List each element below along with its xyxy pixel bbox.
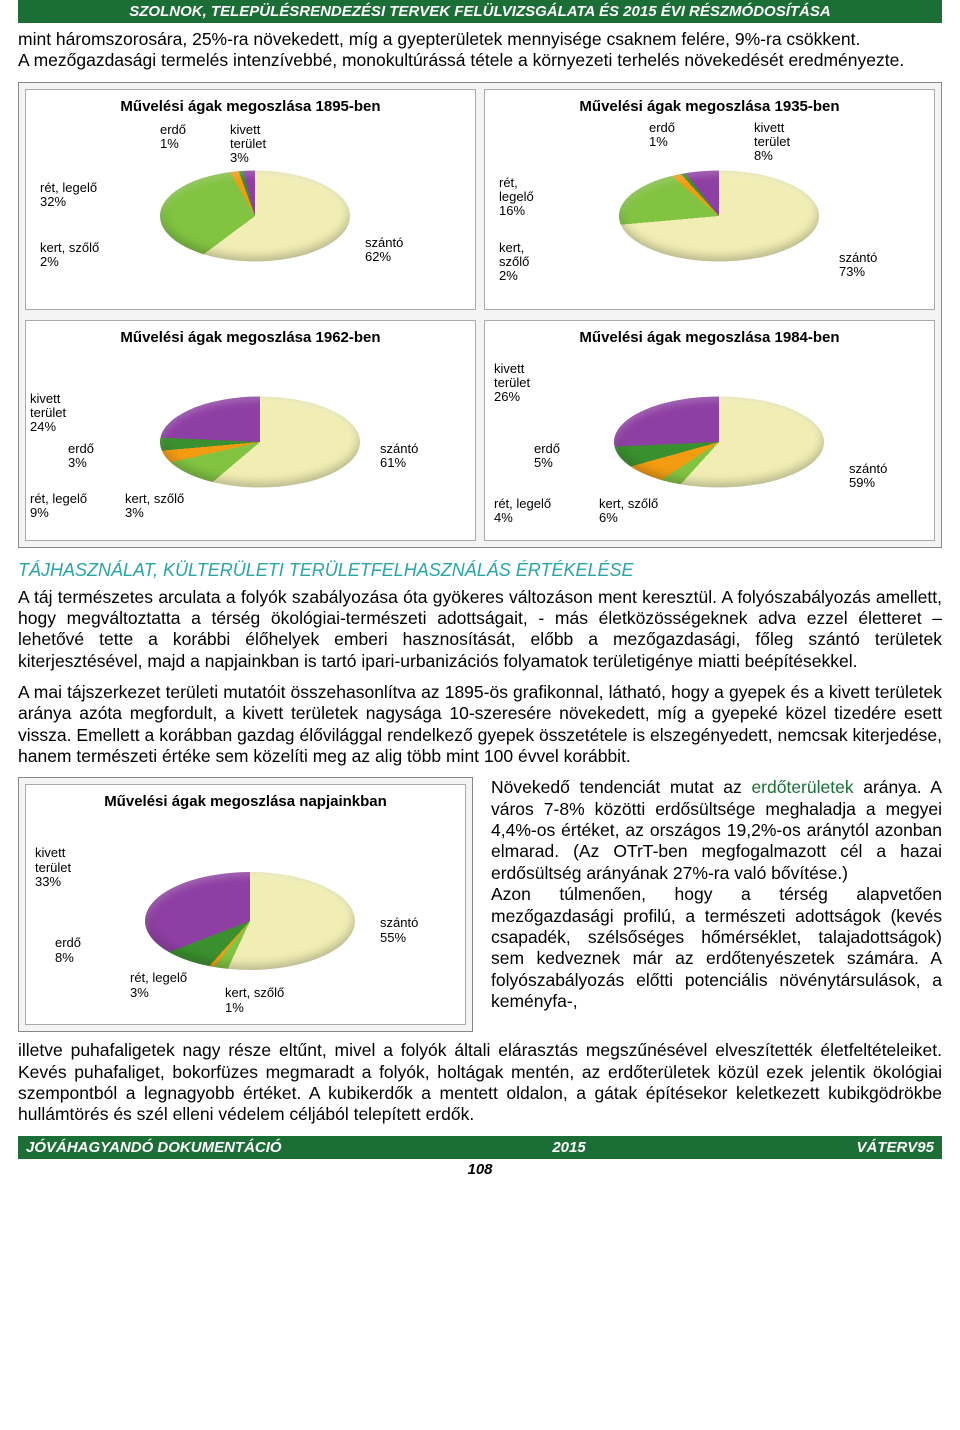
label-kert: kert, szőlő2% bbox=[40, 241, 99, 270]
intro-line-2: A mezőgazdasági termelés intenzívebbé, m… bbox=[18, 50, 904, 70]
label-kivett: kivettterület24% bbox=[30, 392, 66, 435]
chart-title: Művelési ágak megoszlása 1935-ben bbox=[489, 98, 930, 115]
label-kert: kert, szőlő3% bbox=[125, 492, 184, 521]
label-szanto: szántó59% bbox=[849, 462, 887, 491]
label-szanto: szántó73% bbox=[839, 251, 877, 280]
pie-1962 bbox=[160, 396, 360, 487]
label-kivett: kivettterület3% bbox=[230, 123, 266, 166]
label-ret: rét, legelő9% bbox=[30, 492, 87, 521]
label-kivett: kivettterület26% bbox=[494, 362, 530, 405]
intro-line-1: mint háromszorosára, 25%-ra növekedett, … bbox=[18, 29, 860, 49]
chart-now: Művelési ágak megoszlása napjainkban kiv… bbox=[25, 784, 466, 1025]
label-erdo: erdő1% bbox=[160, 123, 186, 152]
pie-1895 bbox=[160, 170, 350, 261]
chart-1984: Művelési ágak megoszlása 1984-ben kivett… bbox=[484, 320, 935, 541]
label-kert: kert,szőlő2% bbox=[499, 241, 529, 284]
chart-1935: Művelési ágak megoszlása 1935-ben rét,le… bbox=[484, 89, 935, 310]
label-ret: rét, legelő3% bbox=[130, 971, 187, 1000]
label-ret: rét, legelő32% bbox=[40, 181, 97, 210]
label-kivett: kivettterület33% bbox=[35, 846, 71, 889]
label-kert: kert, szőlő1% bbox=[225, 986, 284, 1015]
footer-left: JÓVÁHAGYANDÓ DOKUMENTÁCIÓ bbox=[26, 1139, 282, 1156]
chart-1895: Művelési ágak megoszlása 1895-ben rét, l… bbox=[25, 89, 476, 310]
label-erdo: erdő8% bbox=[55, 936, 81, 965]
label-szanto: szántó62% bbox=[365, 236, 403, 265]
footer-right: VÁTERV95 bbox=[856, 1139, 934, 1156]
chart-1962: Művelési ágak megoszlása 1962-ben kivett… bbox=[25, 320, 476, 541]
chart-title: Művelési ágak megoszlása napjainkban bbox=[30, 793, 461, 810]
pie-1935 bbox=[619, 170, 819, 261]
label-szanto: szántó61% bbox=[380, 442, 418, 471]
paragraph-2: A mai tájszerkezet területi mutatóit öss… bbox=[18, 682, 942, 767]
two-column-block: Művelési ágak megoszlása napjainkban kiv… bbox=[18, 777, 942, 1032]
page-footer: JÓVÁHAGYANDÓ DOKUMENTÁCIÓ 2015 VÁTERV95 bbox=[18, 1136, 942, 1159]
chart-title: Művelési ágak megoszlása 1962-ben bbox=[30, 329, 471, 346]
footer-center: 2015 bbox=[552, 1139, 585, 1156]
page-header: SZOLNOK, TELEPÜLÉSRENDEZÉSI TERVEK FELÜL… bbox=[18, 0, 942, 23]
label-kert: kert, szőlő6% bbox=[599, 497, 658, 526]
pie-1984 bbox=[614, 396, 824, 487]
label-kivett: kivettterület8% bbox=[754, 121, 790, 164]
label-szanto: szántó55% bbox=[380, 916, 418, 945]
chart-grid-4: Művelési ágak megoszlása 1895-ben rét, l… bbox=[18, 82, 942, 548]
paragraph-1: A táj természetes arculata a folyók szab… bbox=[18, 587, 942, 672]
section-title: TÁJHASZNÁLAT, KÜLTERÜLETI TERÜLETFELHASZ… bbox=[18, 560, 942, 581]
chart-title: Művelési ágak megoszlása 1984-ben bbox=[489, 329, 930, 346]
label-erdo: erdő1% bbox=[649, 121, 675, 150]
label-ret: rét, legelő4% bbox=[494, 497, 551, 526]
page-number: 108 bbox=[18, 1161, 942, 1178]
label-erdo: erdő5% bbox=[534, 442, 560, 471]
erdoteruletek-highlight: erdőterületek bbox=[751, 777, 853, 797]
intro-paragraph: mint háromszorosára, 25%-ra növekedett, … bbox=[18, 29, 942, 72]
document-page: SZOLNOK, TELEPÜLÉSRENDEZÉSI TERVEK FELÜL… bbox=[0, 0, 960, 1178]
paragraph-4: illetve puhafaligetek nagy része eltűnt,… bbox=[18, 1040, 942, 1125]
paragraph-3b: Azon túlmenően, hogy a térség alapvetően… bbox=[491, 884, 942, 1012]
pie-now bbox=[145, 872, 355, 970]
chart-title: Művelési ágak megoszlása 1895-ben bbox=[30, 98, 471, 115]
label-ret: rét,legelő16% bbox=[499, 176, 534, 219]
paragraph-3: Növekedő tendenciát mutat az erdőterület… bbox=[491, 777, 942, 884]
label-erdo: erdő3% bbox=[68, 442, 94, 471]
